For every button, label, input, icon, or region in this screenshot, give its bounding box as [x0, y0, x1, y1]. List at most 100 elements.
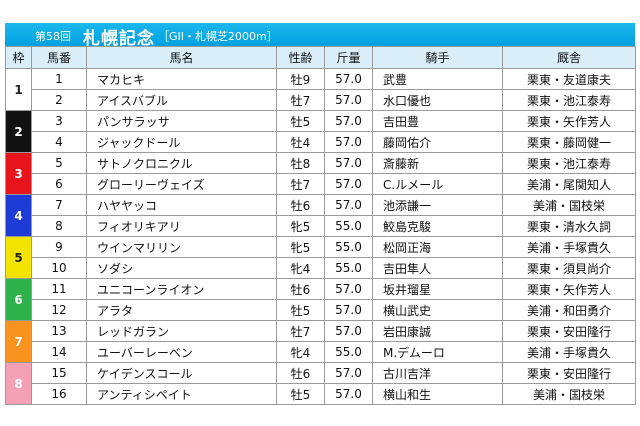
carried-weight: 57.0: [324, 320, 373, 342]
horse-name: ケイデンスコール: [86, 362, 277, 384]
waku-cell: 2: [5, 110, 32, 153]
horse-number: 3: [31, 110, 87, 132]
carried-weight: 55.0: [324, 341, 373, 363]
race-name: 札幌記念: [83, 29, 155, 49]
carried-weight: 57.0: [324, 152, 373, 174]
horse-number: 15: [31, 362, 87, 384]
jockey-name: 坂井瑠星: [372, 278, 503, 300]
sex-age: 牡5: [276, 383, 325, 405]
sex-age: 牝5: [276, 236, 325, 258]
waku-cell: 3: [5, 152, 32, 195]
horse-number: 4: [31, 131, 87, 153]
sex-age: 牡5: [276, 299, 325, 321]
table-row: 2 アイスバブル 牡7 57.0 水口優也 栗東・池江泰寿: [6, 89, 636, 111]
table-row: 4 7 ハヤヤッコ 牡6 57.0 池添謙一 美浦・国枝栄: [5, 194, 636, 237]
trainer-name: 栗東・池江泰寿: [502, 89, 636, 111]
col-number: 馬番: [31, 46, 87, 69]
table-row: 3 5 サトノクロニクル 牡8 57.0 斎藤新 栗東・池江泰寿: [5, 152, 636, 195]
carried-weight: 55.0: [324, 236, 373, 258]
sex-age: 牡5: [276, 110, 325, 132]
trainer-name: 栗東・矢作芳人: [502, 110, 636, 132]
jockey-name: 松岡正海: [372, 236, 503, 258]
trainer-name: 美浦・尾関知人: [502, 173, 636, 195]
waku-cell: 1: [5, 68, 32, 111]
sex-age: 牝4: [276, 257, 325, 279]
sex-age: 牡6: [276, 362, 325, 384]
sex-age: 牡6: [276, 278, 325, 300]
trainer-name: 栗東・清水久詞: [502, 215, 636, 237]
trainer-name: 栗東・須貝尚介: [502, 257, 636, 279]
trainer-name: 栗東・矢作芳人: [502, 278, 636, 300]
carried-weight: 57.0: [324, 383, 373, 405]
race-grade: ［GII・札幌芝2000m］: [158, 30, 278, 43]
horse-number: 1: [31, 68, 87, 90]
carried-weight: 57.0: [324, 299, 373, 321]
horse-name: マカヒキ: [86, 68, 277, 90]
table-row: 16 アンティシペイト 牡5 57.0 横山和生 美浦・国枝栄: [6, 383, 636, 405]
horse-number: 14: [31, 341, 87, 363]
col-weight: 斤量: [324, 46, 373, 69]
table-row: 5 9 ウインマリリン 牝5 55.0 松岡正海 美浦・手塚貴久: [5, 236, 636, 279]
jockey-name: 横山武史: [372, 299, 503, 321]
sex-age: 牡7: [276, 320, 325, 342]
horse-name: アイスバブル: [86, 89, 277, 111]
horse-number: 9: [31, 236, 87, 258]
table-row: 2 3 パンサラッサ 牡5 57.0 吉田豊 栗東・矢作芳人: [5, 110, 636, 153]
horse-number: 8: [31, 215, 87, 237]
trainer-name: 美浦・手塚貴久: [502, 341, 636, 363]
table-row: 8 フィオリキアリ 牝5 55.0 鮫島克駿 栗東・清水久詞: [6, 215, 636, 237]
jockey-name: 吉田隼人: [372, 257, 503, 279]
carried-weight: 57.0: [324, 68, 373, 90]
horse-name: アラタ: [86, 299, 277, 321]
horse-number: 6: [31, 173, 87, 195]
trainer-name: 栗東・友道康夫: [502, 68, 636, 90]
col-sex-age: 性齢: [276, 46, 325, 69]
col-waku: 枠: [5, 46, 32, 69]
jockey-name: 池添謙一: [372, 194, 503, 216]
jockey-name: 藤岡佑介: [372, 131, 503, 153]
horse-name: アンティシペイト: [86, 383, 277, 405]
race-banner: 第58回 札幌記念 ［GII・札幌芝2000m］: [5, 23, 635, 49]
carried-weight: 57.0: [324, 89, 373, 111]
trainer-name: 美浦・国枝栄: [502, 194, 636, 216]
trainer-name: 栗東・安田隆行: [502, 320, 636, 342]
sex-age: 牝5: [276, 215, 325, 237]
col-horse: 馬名: [86, 46, 277, 69]
trainer-name: 美浦・国枝栄: [502, 383, 636, 405]
sex-age: 牝4: [276, 341, 325, 363]
jockey-name: 斎藤新: [372, 152, 503, 174]
table-row: 7 13 レッドガラン 牡7 57.0 岩田康誠 栗東・安田隆行: [5, 320, 636, 363]
horse-name: ユニコーンライオン: [86, 278, 277, 300]
table-row: 6 グローリーヴェイズ 牡7 57.0 C.ルメール 美浦・尾関知人: [6, 173, 636, 195]
sex-age: 牡4: [276, 131, 325, 153]
sex-age: 牡8: [276, 152, 325, 174]
carried-weight: 57.0: [324, 278, 373, 300]
trainer-name: 美浦・手塚貴久: [502, 236, 636, 258]
horse-name: ユーバーレーベン: [86, 341, 277, 363]
jockey-name: M.デムーロ: [372, 341, 503, 363]
horse-number: 13: [31, 320, 87, 342]
horse-number: 5: [31, 152, 87, 174]
horse-name: サトノクロニクル: [86, 152, 277, 174]
horse-name: ウインマリリン: [86, 236, 277, 258]
carried-weight: 57.0: [324, 131, 373, 153]
table-row: 10 ソダシ 牝4 55.0 吉田隼人 栗東・須貝尚介: [6, 257, 636, 279]
trainer-name: 栗東・安田隆行: [502, 362, 636, 384]
waku-cell: 6: [5, 278, 32, 321]
carried-weight: 57.0: [324, 173, 373, 195]
sex-age: 牡6: [276, 194, 325, 216]
table-row: 12 アラタ 牡5 57.0 横山武史 美浦・和田勇介: [6, 299, 636, 321]
horse-name: ハヤヤッコ: [86, 194, 277, 216]
table-row: 1 1 マカヒキ 牡9 57.0 武豊 栗東・友道康夫: [5, 68, 636, 111]
jockey-name: C.ルメール: [372, 173, 503, 195]
horse-number: 11: [31, 278, 87, 300]
horse-name: フィオリキアリ: [86, 215, 277, 237]
table-row: 4 ジャックドール 牡4 57.0 藤岡佑介 栗東・藤岡健一: [6, 131, 636, 153]
horse-number: 16: [31, 383, 87, 405]
header-row: 枠 馬番 馬名 性齢 斤量 騎手 厩舎: [5, 46, 636, 69]
carried-weight: 55.0: [324, 215, 373, 237]
waku-cell: 5: [5, 236, 32, 279]
horse-name: ソダシ: [86, 257, 277, 279]
sex-age: 牡7: [276, 173, 325, 195]
jockey-name: 鮫島克駿: [372, 215, 503, 237]
